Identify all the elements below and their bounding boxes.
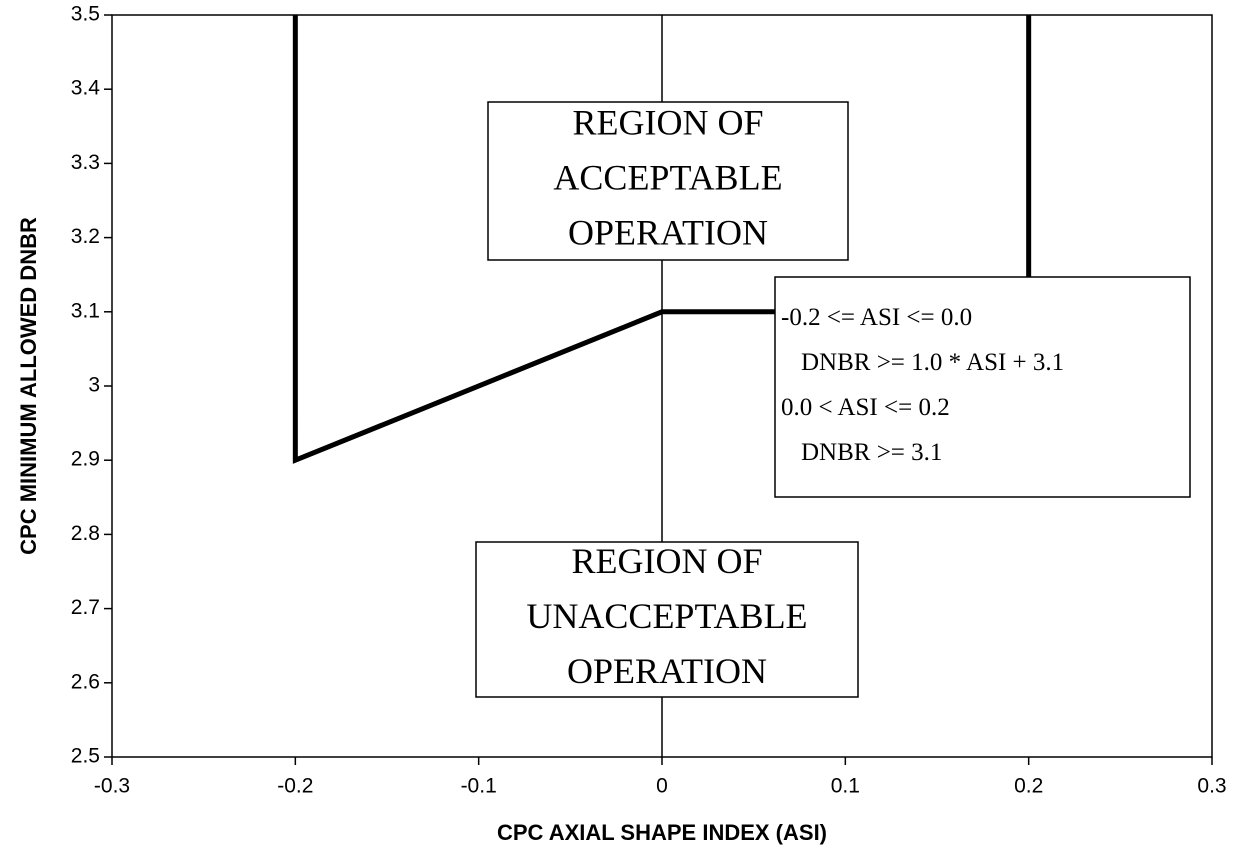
annotation-text: OPERATION (568, 212, 768, 252)
limit-line (292, 15, 1032, 464)
x-tick-label: 0.1 (831, 775, 860, 798)
x-tick-label: 0.2 (1014, 775, 1043, 798)
annotation-box (774, 276, 1191, 498)
annotation-text: REGION OF (572, 102, 763, 142)
y-tick-label: 3.3 (71, 151, 100, 174)
annotation-text: ACCEPTABLE (553, 157, 782, 197)
annotation-box (475, 541, 859, 698)
y-tick-label: 2.6 (71, 670, 100, 693)
x-axis-label: CPC AXIAL SHAPE INDEX (ASI) (497, 820, 827, 845)
x-tick-label: -0.1 (461, 775, 497, 798)
y-tick-label: 3 (88, 374, 100, 397)
y-tick-label: 3.4 (71, 77, 101, 100)
annotation-text: DNBR >= 3.1 (801, 439, 942, 466)
x-tick-label: 0.3 (1197, 775, 1226, 798)
y-tick-label: 3.5 (71, 3, 100, 26)
annotation-text: OPERATION (567, 651, 767, 691)
y-tick-label: 3.2 (71, 225, 100, 248)
y-tick-label: 2.9 (71, 448, 100, 471)
annotation-box (487, 101, 849, 261)
x-tick-label: 0 (656, 775, 668, 798)
annotation-text: UNACCEPTABLE (526, 596, 807, 636)
x-tick-label: -0.2 (277, 775, 313, 798)
y-tick-label: 2.8 (71, 522, 100, 545)
y-tick-label: 2.5 (71, 745, 100, 768)
annotation-text: REGION OF (571, 541, 762, 581)
y-axis-label: CPC MINIMUM ALLOWED DNBR (16, 217, 41, 555)
annotation-text: DNBR >= 1.0 * ASI + 3.1 (801, 349, 1064, 376)
y-tick-label: 2.7 (71, 596, 100, 619)
x-tick-label: -0.3 (94, 775, 130, 798)
y-tick-label: 3.1 (71, 299, 100, 322)
annotation-text: 0.0 < ASI <= 0.2 (781, 394, 950, 421)
annotation-text: -0.2 <= ASI <= 0.0 (781, 304, 972, 331)
